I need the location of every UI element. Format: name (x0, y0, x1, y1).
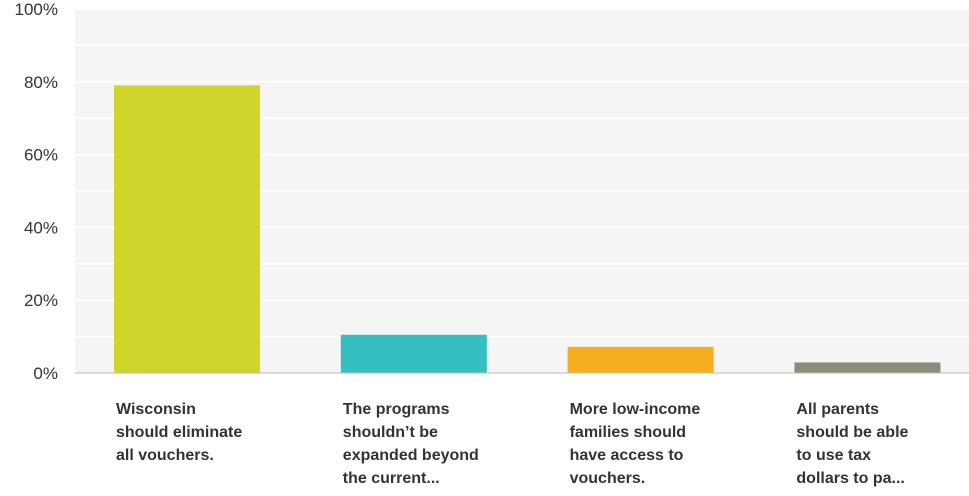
x-category-label: More low-income families should have acc… (569, 401, 701, 487)
x-category-label: The programs shouldn’t be expanded beyon… (342, 401, 479, 487)
y-axis-tick-labels: 0% 20% 40% 60% 80% 100% (15, 0, 58, 383)
x-category-label: All parents should be able to use tax do… (796, 401, 909, 487)
y-tick-label: 80% (24, 73, 58, 92)
bars (114, 85, 941, 373)
y-tick-label: 100% (15, 0, 58, 19)
bar (114, 85, 260, 373)
y-tick-label: 0% (33, 364, 58, 383)
bar (340, 334, 487, 373)
y-tick-label: 20% (24, 291, 58, 310)
y-tick-label: 60% (24, 146, 58, 165)
bar (567, 346, 714, 373)
bar (794, 362, 941, 373)
y-tick-label: 40% (24, 218, 58, 237)
x-category-label: Wisconsin should eliminate all vouchers. (116, 401, 243, 464)
